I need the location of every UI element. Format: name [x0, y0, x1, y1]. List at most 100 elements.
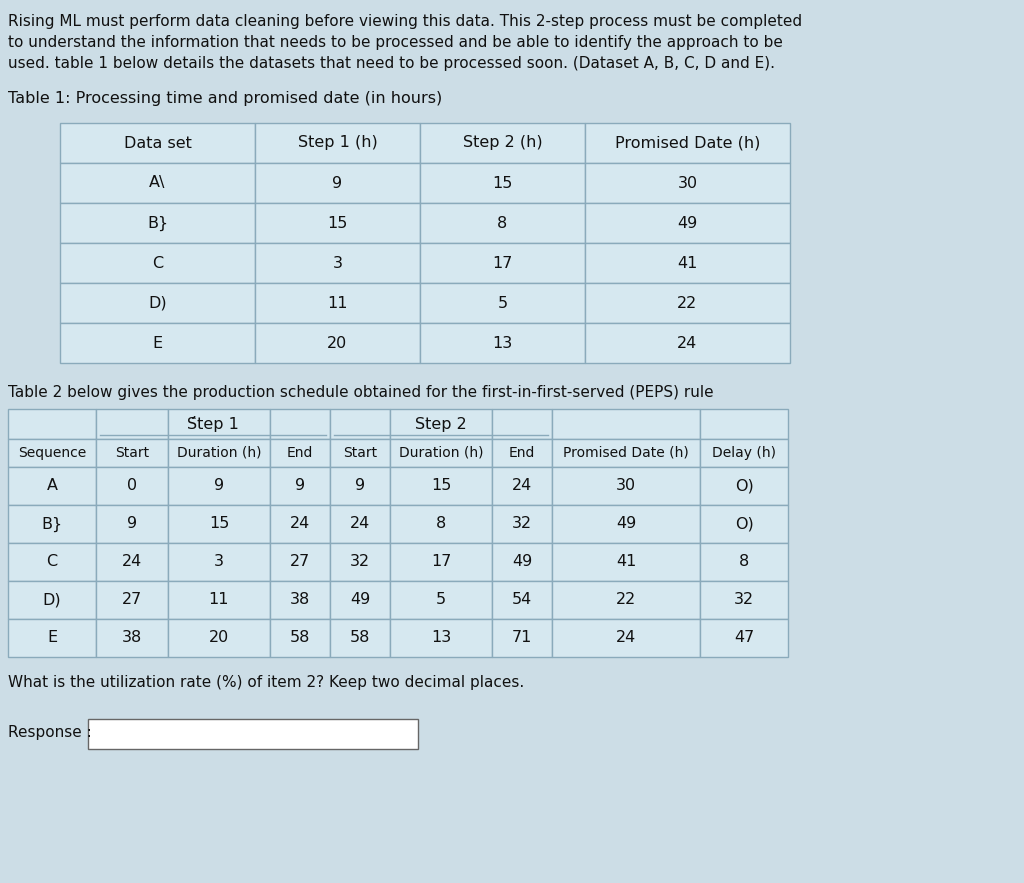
Bar — [585, 323, 790, 363]
Bar — [96, 619, 168, 657]
Text: Table 2 below gives the production schedule obtained for the first-in-first-serv: Table 2 below gives the production sched… — [8, 385, 714, 400]
Bar — [8, 439, 96, 467]
Text: 15: 15 — [431, 479, 452, 494]
Bar — [270, 505, 330, 543]
Text: 58: 58 — [350, 630, 371, 645]
Bar — [552, 619, 700, 657]
Text: O): O) — [734, 479, 754, 494]
Text: 49: 49 — [615, 517, 636, 532]
Text: Promised Date (h): Promised Date (h) — [563, 446, 689, 460]
Text: 17: 17 — [493, 255, 513, 270]
Bar — [420, 163, 585, 203]
Bar — [420, 123, 585, 163]
Text: 20: 20 — [209, 630, 229, 645]
Bar — [492, 439, 552, 467]
Text: 5: 5 — [436, 592, 446, 608]
Bar — [8, 409, 96, 439]
Bar — [330, 439, 390, 467]
Text: Sequence: Sequence — [17, 446, 86, 460]
Text: 3: 3 — [333, 255, 342, 270]
Text: 24: 24 — [615, 630, 636, 645]
Bar — [168, 619, 270, 657]
Text: used. table 1 below details the datasets that need to be processed soon. (Datase: used. table 1 below details the datasets… — [8, 56, 775, 71]
Bar — [585, 283, 790, 323]
Text: 9: 9 — [214, 479, 224, 494]
Text: 49: 49 — [677, 215, 697, 230]
Bar — [168, 505, 270, 543]
Text: Delay (h): Delay (h) — [712, 446, 776, 460]
Bar — [270, 619, 330, 657]
Bar — [168, 439, 270, 467]
Text: Start: Start — [115, 446, 150, 460]
Text: E: E — [47, 630, 57, 645]
Text: Data set: Data set — [124, 135, 191, 150]
Bar — [700, 467, 788, 505]
Text: Table 1: Processing time and promised date (in hours): Table 1: Processing time and promised da… — [8, 91, 442, 106]
Bar — [552, 467, 700, 505]
Text: 8: 8 — [739, 555, 750, 570]
Bar — [585, 243, 790, 283]
Text: 38: 38 — [290, 592, 310, 608]
Text: to understand the information that needs to be processed and be able to identify: to understand the information that needs… — [8, 35, 783, 50]
Bar — [255, 283, 420, 323]
Bar — [700, 439, 788, 467]
Text: End: End — [287, 446, 313, 460]
Bar — [330, 409, 390, 439]
Bar — [96, 467, 168, 505]
Text: 24: 24 — [122, 555, 142, 570]
Bar — [420, 243, 585, 283]
Bar — [492, 619, 552, 657]
Text: 24: 24 — [290, 517, 310, 532]
Bar — [96, 439, 168, 467]
Text: 9: 9 — [295, 479, 305, 494]
Bar — [390, 543, 492, 581]
Text: 71: 71 — [512, 630, 532, 645]
Bar — [168, 543, 270, 581]
Text: 58: 58 — [290, 630, 310, 645]
Bar — [700, 581, 788, 619]
Bar — [8, 619, 96, 657]
Text: Śtep 1: Śtep 1 — [187, 416, 239, 432]
Bar — [390, 505, 492, 543]
Bar — [330, 543, 390, 581]
Text: O): O) — [734, 517, 754, 532]
Text: A\: A\ — [150, 176, 166, 191]
Text: D): D) — [43, 592, 61, 608]
Bar — [330, 505, 390, 543]
Text: 47: 47 — [734, 630, 754, 645]
Text: 54: 54 — [512, 592, 532, 608]
Text: 9: 9 — [333, 176, 343, 191]
Text: Duration (h): Duration (h) — [177, 446, 261, 460]
Bar — [8, 543, 96, 581]
Bar — [492, 505, 552, 543]
Bar — [96, 581, 168, 619]
Text: A: A — [46, 479, 57, 494]
Bar — [8, 505, 96, 543]
Text: Response :: Response : — [8, 726, 92, 741]
Text: 11: 11 — [328, 296, 348, 311]
Bar — [390, 467, 492, 505]
Text: 32: 32 — [734, 592, 754, 608]
Bar — [330, 619, 390, 657]
Text: 49: 49 — [512, 555, 532, 570]
Bar — [8, 581, 96, 619]
Text: 11: 11 — [209, 592, 229, 608]
Bar — [88, 719, 418, 749]
Bar — [8, 467, 96, 505]
Text: 27: 27 — [290, 555, 310, 570]
Bar — [390, 439, 492, 467]
Bar — [60, 203, 255, 243]
Bar — [700, 543, 788, 581]
Text: 9: 9 — [127, 517, 137, 532]
Bar — [330, 467, 390, 505]
Bar — [492, 543, 552, 581]
Bar — [60, 163, 255, 203]
Text: 30: 30 — [678, 176, 697, 191]
Text: B}: B} — [41, 517, 62, 532]
Text: Rising ML must perform data cleaning before viewing this data. This 2-step proce: Rising ML must perform data cleaning bef… — [8, 14, 802, 29]
Text: B}: B} — [146, 215, 168, 230]
Bar — [492, 467, 552, 505]
Bar — [585, 203, 790, 243]
Text: 27: 27 — [122, 592, 142, 608]
Bar — [270, 581, 330, 619]
